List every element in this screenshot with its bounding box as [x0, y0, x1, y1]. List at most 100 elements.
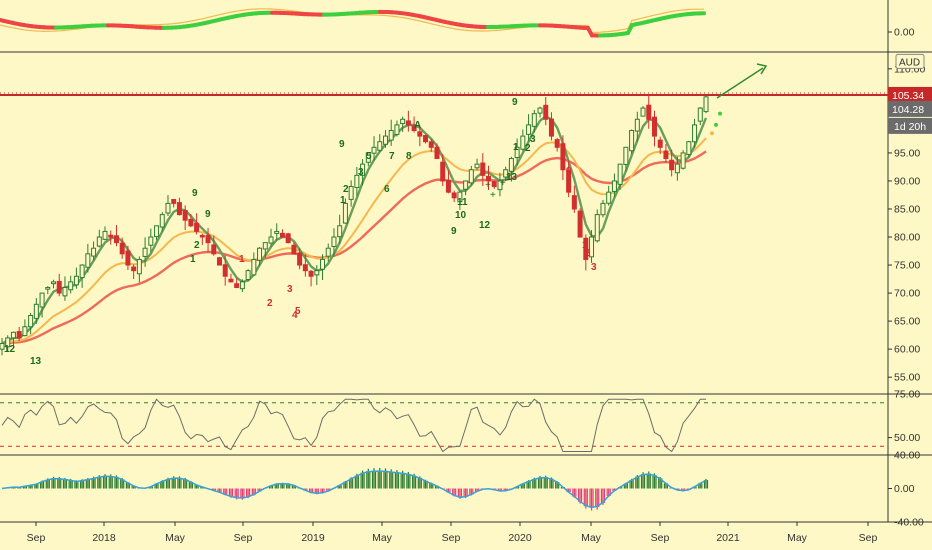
candle-body	[629, 129, 635, 152]
candle-body	[405, 120, 411, 126]
candle-body	[142, 247, 148, 257]
x-tick-label: Sep	[234, 532, 253, 544]
candle-body	[10, 331, 16, 339]
candle-body	[514, 146, 520, 159]
td-label-green: 5	[366, 151, 372, 162]
x-tick-label: 2018	[92, 532, 116, 544]
time-axis[interactable]: Sep 2018 May Sep 2019 May Sep 2020 May Sep 2021 May…	[27, 522, 878, 544]
candle-body	[577, 210, 583, 238]
candle-body	[211, 244, 217, 255]
candle-body	[617, 163, 623, 185]
candle-body	[239, 281, 245, 290]
candle-body	[623, 146, 629, 165]
osc-tick-label: 0.00	[894, 27, 915, 39]
x-tick-label: May	[787, 532, 808, 544]
candle-body	[377, 141, 383, 151]
candle-body	[697, 107, 703, 122]
currency-box[interactable]	[895, 53, 925, 69]
candle-body	[554, 139, 560, 148]
macd-tick-label: 40.00	[894, 450, 920, 462]
candle-body	[302, 264, 308, 272]
y-tick-label: 60.00	[894, 344, 920, 356]
candle-body	[360, 163, 366, 176]
candle-body	[606, 191, 612, 204]
td-label-red: 1	[582, 240, 588, 251]
candle-body	[526, 124, 532, 135]
candle-body	[176, 202, 182, 216]
candle-body	[182, 209, 188, 221]
candle-body	[113, 235, 119, 244]
td-label-green: 2	[194, 240, 200, 251]
ma-fast-line	[1, 115, 708, 345]
candle-body	[531, 113, 537, 127]
candle-body	[634, 118, 640, 132]
candle-body	[131, 266, 137, 272]
projection-dot	[710, 131, 714, 136]
td-plus: +	[500, 178, 506, 189]
candle-body	[508, 158, 514, 172]
candle-body	[245, 270, 251, 280]
candle-body	[331, 236, 337, 248]
candle-body	[228, 278, 234, 283]
candle-body	[342, 202, 348, 224]
candle-body	[28, 315, 34, 328]
candle-body	[222, 264, 228, 277]
candle-body	[388, 129, 394, 141]
candle-body	[400, 118, 406, 125]
prev-price-box	[888, 100, 932, 117]
candle-body	[423, 135, 429, 143]
td-label-green: 13	[30, 356, 42, 367]
candle-body	[382, 135, 388, 145]
td-plus: +	[490, 190, 496, 201]
projection-dot	[714, 122, 718, 127]
candle-body	[199, 234, 205, 238]
candle-body	[411, 125, 417, 131]
candle-body	[348, 186, 354, 200]
candle-body	[56, 280, 62, 294]
candle-body	[640, 107, 646, 117]
candle-body	[320, 258, 326, 270]
candle-body	[314, 270, 320, 276]
td-label-green: 3	[358, 167, 364, 178]
candle-body	[463, 180, 469, 190]
candle-body	[337, 225, 343, 238]
td-label-red: 1	[239, 254, 245, 265]
candle-body	[520, 135, 526, 150]
candle-body	[674, 163, 680, 174]
candle-body	[686, 141, 692, 155]
candle-body	[566, 169, 572, 193]
candle-body	[537, 107, 543, 114]
macd-tick-label: 0.00	[894, 483, 915, 495]
x-tick-label: Sep	[859, 532, 878, 544]
candle-body	[657, 139, 663, 148]
macd-line	[1, 470, 707, 508]
candle-body	[62, 286, 68, 297]
candle-body	[285, 233, 291, 244]
x-tick-label: 2019	[301, 532, 325, 544]
y-tick-label: 75.00	[894, 260, 920, 272]
candle-body	[5, 337, 11, 348]
candle-body	[268, 236, 274, 244]
price-axis[interactable]: 110.00100.0095.0090.0085.0080.0075.0070.…	[888, 27, 932, 529]
candle-body	[279, 232, 285, 238]
rsi-tick-label: 75.00	[894, 389, 920, 401]
td-label-green: 3	[530, 134, 536, 145]
currency-label: AUD	[899, 57, 920, 68]
candle-body	[417, 131, 423, 137]
candle-body	[451, 192, 457, 199]
candle-body	[251, 258, 257, 276]
candle-body	[692, 124, 698, 143]
candle-body	[257, 247, 263, 261]
candle-body	[503, 169, 509, 178]
candle-body	[205, 234, 211, 244]
candle-body	[136, 258, 142, 275]
candle-body	[68, 281, 74, 291]
candle-body	[188, 218, 194, 227]
candle-body	[297, 252, 303, 266]
td-label-green: 12	[479, 220, 491, 231]
y-tick-label: 85.00	[894, 203, 920, 215]
td-label-green: 9	[192, 188, 198, 199]
x-tick-label: May	[581, 532, 602, 544]
y-tick-label: 80.00	[894, 232, 920, 244]
candle-body	[51, 281, 57, 285]
